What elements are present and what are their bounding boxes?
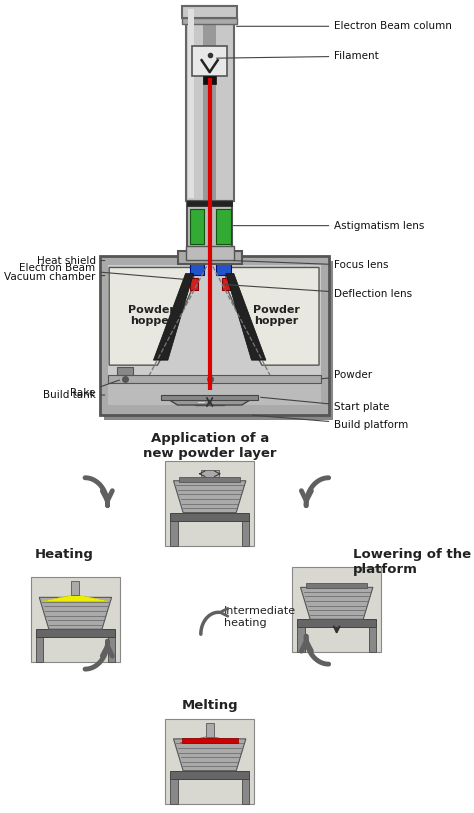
Text: Powder
hopper: Powder hopper (128, 305, 175, 326)
Text: Melting: Melting (182, 699, 238, 712)
Text: Start plate: Start plate (261, 398, 390, 412)
Bar (182, 7, 237, 19)
Bar (190, 246, 204, 276)
Bar (203, 76, 216, 84)
Bar (162, 395, 258, 400)
Polygon shape (154, 273, 193, 360)
Bar (36, 634, 43, 662)
Bar (31, 577, 119, 662)
Bar (170, 513, 249, 520)
Bar (182, 738, 238, 743)
Bar (201, 470, 219, 476)
Bar (192, 46, 228, 76)
Text: Astigmatism lens: Astigmatism lens (233, 220, 425, 231)
Bar (36, 629, 115, 637)
Bar (242, 518, 249, 546)
Text: Electron Beam: Electron Beam (19, 263, 183, 279)
Bar (187, 201, 232, 255)
Text: Build platform: Build platform (253, 415, 409, 430)
Bar (185, 7, 234, 201)
Polygon shape (173, 739, 246, 771)
Text: Filament: Filament (217, 51, 379, 61)
Bar (190, 278, 198, 290)
Bar (222, 278, 230, 290)
Text: Build tank: Build tank (43, 390, 105, 400)
Bar (108, 634, 115, 662)
Bar (369, 624, 376, 652)
Bar (187, 201, 232, 206)
Text: Electron Beam column: Electron Beam column (237, 21, 452, 32)
Polygon shape (109, 267, 193, 365)
Bar (292, 567, 381, 652)
Bar (216, 209, 230, 244)
Bar (297, 624, 304, 652)
Text: Powder
hopper: Powder hopper (253, 305, 300, 326)
Bar (187, 250, 232, 255)
Bar (170, 518, 178, 546)
Bar (306, 584, 367, 589)
Text: Deflection lens: Deflection lens (225, 285, 412, 299)
Polygon shape (170, 400, 250, 405)
Bar (170, 776, 178, 803)
Bar (117, 367, 133, 375)
Text: Application of a
new powder layer: Application of a new powder layer (143, 432, 276, 460)
Bar (190, 209, 204, 244)
Bar (188, 10, 194, 198)
Bar (182, 19, 237, 24)
Bar (108, 375, 320, 383)
Text: Heating: Heating (35, 547, 94, 560)
Text: Lowering of the
platform: Lowering of the platform (353, 547, 471, 576)
Bar (216, 246, 230, 276)
Text: Powder: Powder (322, 370, 373, 380)
Polygon shape (180, 737, 239, 743)
Bar (108, 375, 320, 405)
Text: Focus lens: Focus lens (233, 260, 389, 271)
Bar (165, 461, 254, 546)
Bar (195, 400, 224, 405)
Bar (108, 266, 320, 405)
Polygon shape (39, 598, 111, 629)
Bar (72, 581, 80, 595)
Bar (242, 776, 249, 803)
Polygon shape (173, 480, 246, 513)
Bar (185, 246, 234, 259)
Bar (297, 620, 376, 628)
Bar (103, 260, 333, 420)
Bar (170, 771, 249, 779)
Polygon shape (226, 267, 319, 365)
Bar (199, 402, 205, 403)
Text: Intermediate
heating: Intermediate heating (224, 606, 296, 628)
Bar (179, 476, 240, 482)
Polygon shape (301, 587, 373, 620)
Bar (100, 255, 328, 415)
Bar (188, 255, 231, 260)
Text: Heat shield: Heat shield (36, 255, 105, 266)
Bar (178, 250, 242, 264)
Text: Rake: Rake (70, 380, 119, 398)
Text: Vacuum chamber: Vacuum chamber (4, 272, 105, 282)
Bar (165, 719, 254, 803)
Polygon shape (43, 595, 109, 602)
Bar (206, 723, 214, 737)
Bar (203, 7, 216, 201)
Polygon shape (226, 273, 266, 360)
